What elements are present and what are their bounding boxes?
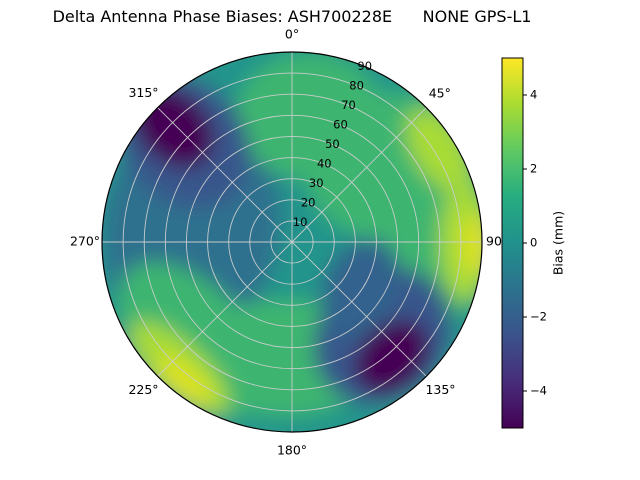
colorbar-tick-label: 0 [530,236,537,250]
colorbar-ticks: 4 2 0 −2 −4 [523,88,547,398]
grid-spoke [291,107,427,243]
zenith-tick-labels: 10 20 30 40 50 60 70 80 90 [293,59,372,229]
azimuth-label-270: 270° [70,234,100,249]
zenith-label-80: 80 [349,78,364,92]
colorbar-tick-label: 2 [530,162,537,176]
polar-rim [101,51,483,433]
zenith-label-40: 40 [317,156,332,170]
colorbar-tick-label: −4 [530,384,547,398]
colorbar: 4 2 0 −2 −4 Bias (mm) [501,57,566,429]
contour-feature-southwest-rim-yellow-peak [156,356,212,404]
contour-feature-northeast-rim-yellowgreen [406,108,472,192]
colorbar-gradient [501,57,524,429]
zenith-label-60: 60 [333,117,348,131]
grid-spoke [291,241,427,377]
azimuth-label-0: 0° [285,27,299,42]
polar-grid [102,52,482,432]
plot-title: Delta Antenna Phase Biases: ASH700228E N… [52,7,532,26]
colorbar-tick-label: 4 [530,88,537,102]
azimuth-label-45: 45° [429,86,451,101]
colorbar-tick-label: −2 [530,310,547,324]
colorbar-axis-label: Bias (mm) [551,211,566,275]
azimuth-label-225: 225° [128,382,158,397]
azimuth-tick-labels: 0° 45° 90 135° 180° 225° 270° 315° [70,27,502,458]
zenith-label-70: 70 [341,98,356,112]
zenith-label-50: 50 [325,137,340,151]
azimuth-label-90: 90 [486,234,502,249]
azimuth-label-135: 135° [425,382,455,397]
contour-feature-southeast-purple-minimum [354,319,430,394]
zenith-label-20: 20 [301,195,316,209]
zenith-label-90: 90 [357,59,372,73]
zenith-label-10: 10 [293,215,308,229]
zenith-label-30: 30 [309,176,324,190]
azimuth-label-180: 180° [277,443,307,458]
contour-feature-east-rim-yellow-peak [462,215,482,275]
grid-spoke [157,241,293,377]
azimuth-label-315: 315° [128,85,158,100]
grid-spoke [157,107,293,243]
